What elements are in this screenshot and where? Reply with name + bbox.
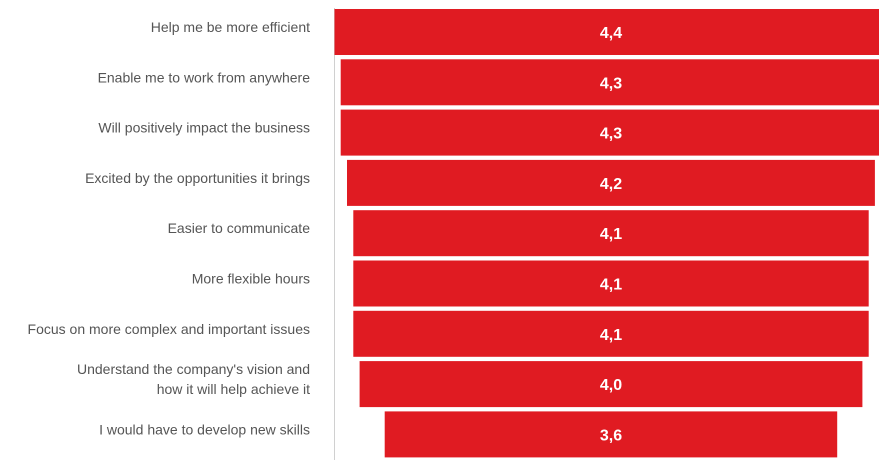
category-label-5: Easier to communicate [168,220,311,236]
bar-value-label-8: 4,0 [600,377,622,394]
bar-9 [384,411,838,458]
category-label-7: Focus on more complex and important issu… [28,321,310,337]
bar-7 [353,310,869,357]
bar-8 [359,361,863,408]
category-label-4: Excited by the opportunities it brings [85,170,310,186]
bar-3 [340,109,879,156]
category-label-3: Will positively impact the business [98,120,310,136]
bar-value-label-4: 4,2 [600,176,622,193]
category-label-9: I would have to develop new skills [99,421,310,437]
bar-value-label-7: 4,1 [600,327,622,344]
bar-value-label-6: 4,1 [600,277,622,294]
bar-value-label-9: 3,6 [600,427,622,444]
category-label-6: More flexible hours [192,271,310,287]
category-label-2: Enable me to work from anywhere [98,69,311,85]
bar-value-label-2: 4,3 [600,75,622,92]
category-label-8: Understand the company's vision and how i… [77,361,310,397]
bar-value-label-1: 4,4 [600,25,622,42]
bar-value-label-5: 4,1 [600,226,622,243]
bar-1 [334,9,879,55]
bar-4 [347,159,875,206]
bar-2 [340,59,879,106]
category-label-1: Help me be more efficient [151,19,310,35]
bar-value-label-3: 4,3 [600,126,622,143]
bar-5 [353,210,869,257]
bar-6 [353,260,869,307]
